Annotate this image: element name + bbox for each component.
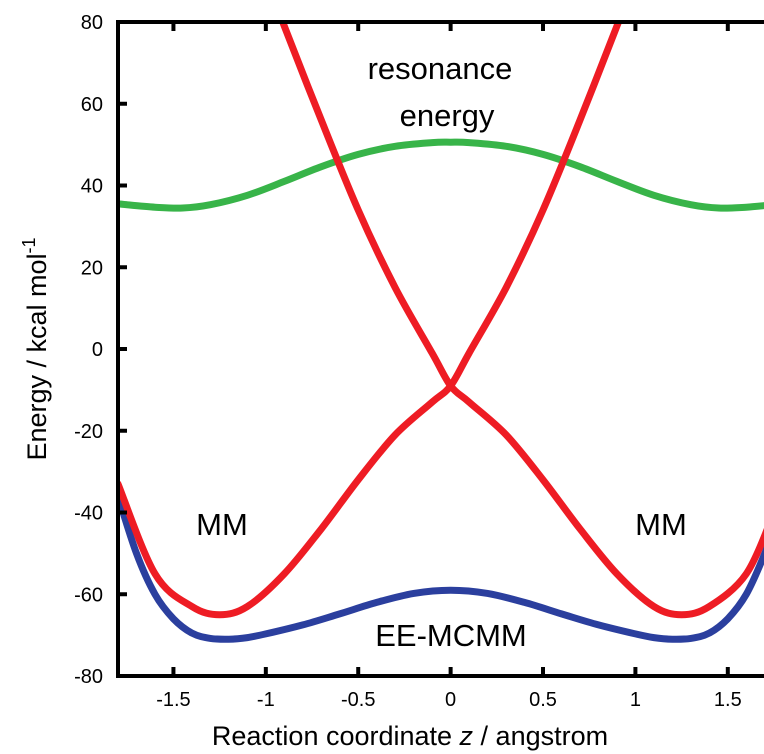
x-axis-title-post: / angstrom [473,721,608,751]
annotation-resonance: resonance [368,51,513,86]
red-curve-right-well [278,22,764,619]
x-tick-label: 1.5 [714,689,742,711]
x-tick-label: 0 [445,689,456,711]
ee-mcmm-curve [118,492,764,643]
y-tick-label: 60 [81,94,103,116]
resonance-energy-curve [118,138,764,212]
y-tick-label: -20 [74,421,103,443]
annotation-ee-mcmm: EE-MCMM [375,618,527,653]
y-tick-label: 40 [81,176,103,198]
y-axis-title-main: Energy / kcal mol [22,253,52,460]
y-tick-label: 0 [92,339,103,361]
x-tick-label: -1 [257,689,275,711]
x-tick-label: -0.5 [341,689,375,711]
x-tick-label: 1 [630,689,641,711]
plot-frame [116,20,764,678]
y-tick-label: -40 [74,503,103,525]
y-tick-label: -60 [74,584,103,606]
x-tick-label: -1.5 [156,689,190,711]
x-tick-labels: -1.5 -1 -0.5 0 0.5 1 1.5 [156,689,742,711]
red-curve-left-well [118,22,623,619]
x-axis-title-var: z [459,721,474,751]
annotation-mm-left: MM [196,507,248,542]
y-axis-title-sup: -1 [19,237,39,253]
y-tick-labels: -80 -60 -40 -20 0 20 40 60 80 [74,12,103,688]
annotation-energy: energy [400,98,495,133]
y-axis-title: Energy / kcal mol-1 [19,237,52,460]
y-tick-label: 20 [81,257,103,279]
x-axis-title: Reaction coordinate z / angstrom [212,721,608,751]
x-tick-label: 0.5 [529,689,557,711]
y-tick-label: 80 [81,12,103,34]
plot-series [118,22,764,643]
x-axis-title-pre: Reaction coordinate [212,721,460,751]
y-tick-label: -80 [74,666,103,688]
annotation-mm-right: MM [635,507,687,542]
